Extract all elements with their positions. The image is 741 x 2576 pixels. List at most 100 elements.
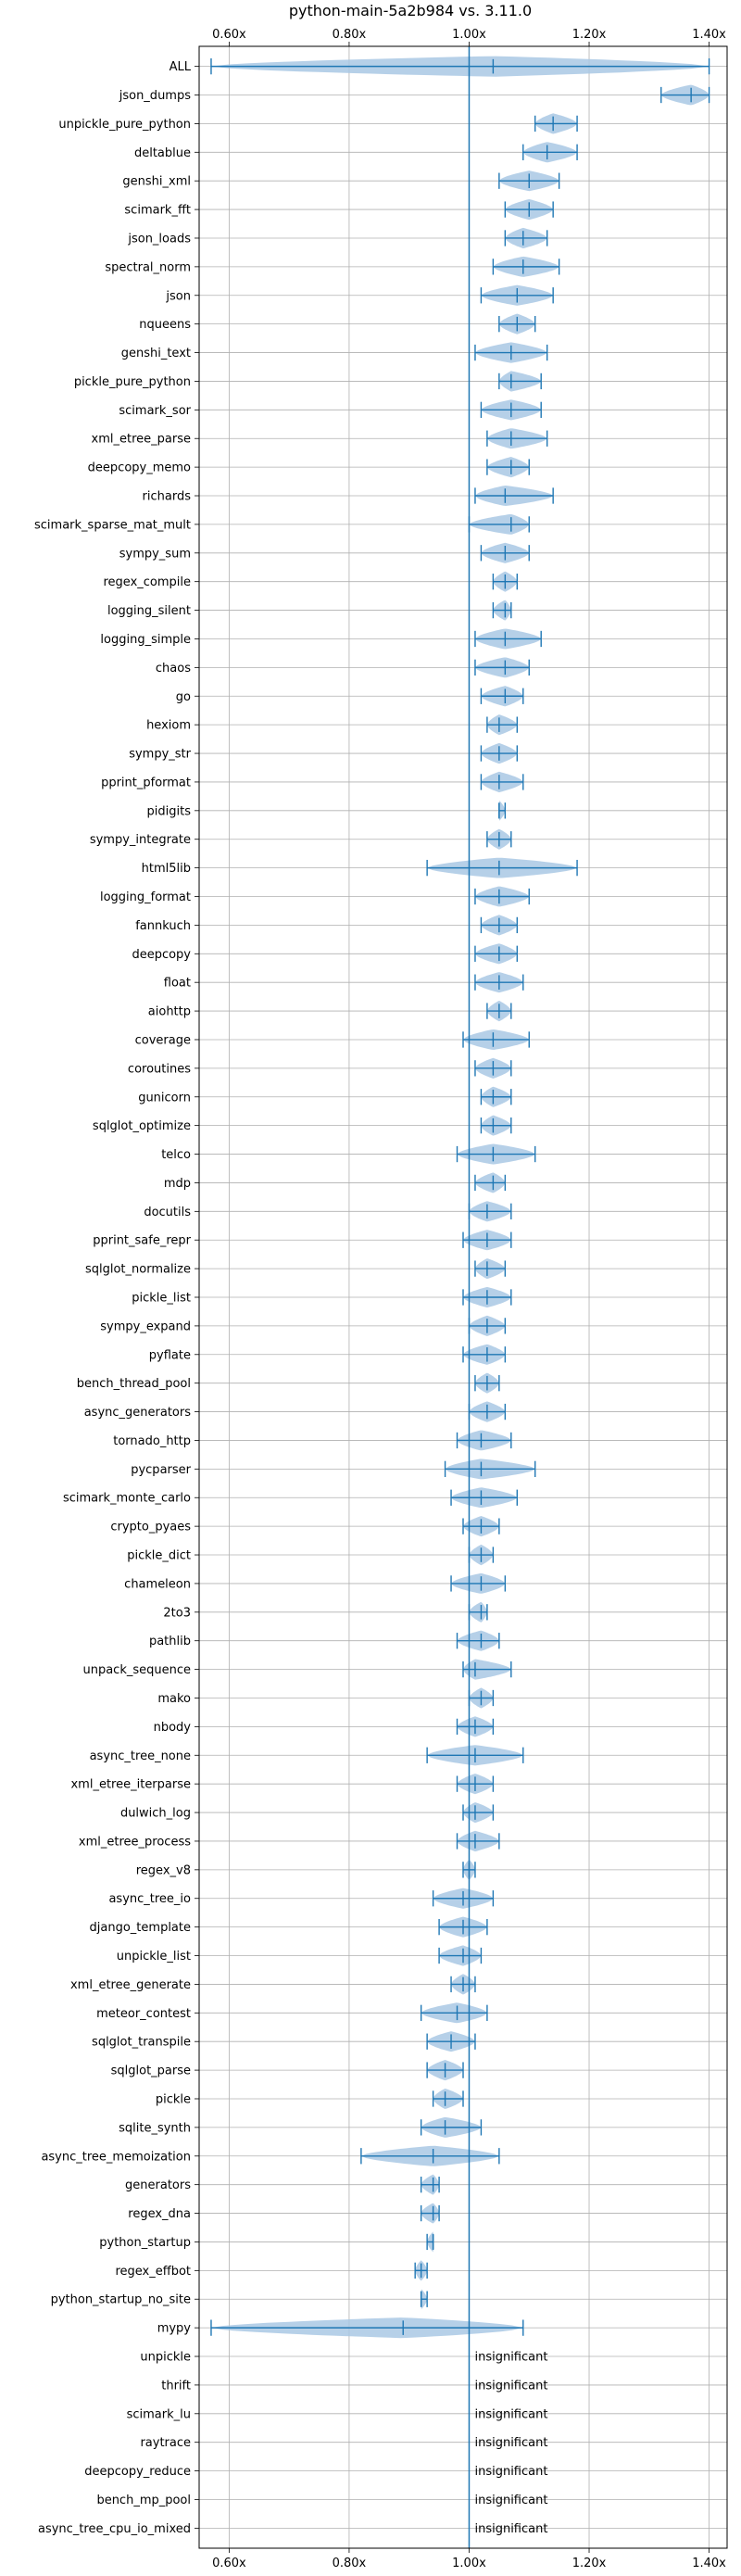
benchmark-label: regex_compile: [103, 575, 191, 589]
benchmark-label: mdp: [164, 1177, 191, 1191]
insignificant-label: insignificant: [474, 2407, 547, 2421]
benchmark-label: richards: [143, 490, 192, 504]
benchmark-label: bench_thread_pool: [77, 1377, 191, 1391]
insignificant-label: insignificant: [474, 2436, 547, 2450]
insignificant-label: insignificant: [474, 2522, 547, 2536]
benchmark-label: mypy: [157, 2322, 192, 2336]
benchmark-label: go: [176, 690, 191, 704]
benchmark-label: sympy_expand: [100, 1320, 191, 1333]
x-tick-label-bottom: 1.20x: [572, 2557, 607, 2570]
benchmark-label: json_loads: [127, 232, 191, 246]
benchmark-label: fannkuch: [135, 919, 191, 933]
benchmark-label: sqlglot_parse: [111, 2065, 191, 2078]
benchmark-label: spectral_norm: [105, 260, 191, 274]
benchmark-label: pickle: [156, 2092, 191, 2106]
benchmark-label: xml_etree_parse: [92, 433, 191, 447]
benchmark-label: async_tree_none: [90, 1749, 191, 1763]
plot-frame: [198, 45, 728, 2549]
insignificant-label: insignificant: [474, 2465, 547, 2479]
benchmark-label: async_tree_memoization: [41, 2150, 191, 2164]
benchmark-label: scimark_fft: [124, 204, 191, 218]
benchmark-label: logging_format: [100, 890, 191, 904]
benchmark-label: coroutines: [128, 1062, 191, 1076]
benchmark-label: pickle_dict: [127, 1549, 191, 1563]
violins: [211, 56, 710, 2339]
benchmark-label: chameleon: [124, 1577, 191, 1591]
benchmark-label: python_startup: [99, 2236, 191, 2250]
benchmark-label: aiohttp: [148, 1005, 191, 1019]
benchmark-label: deltablue: [134, 146, 191, 160]
benchmark-label: 2to3: [163, 1606, 191, 1620]
benchmark-label: tornado_http: [113, 1434, 191, 1448]
benchmark-label: async_tree_cpu_io_mixed: [38, 2522, 191, 2536]
x-tick-label-bottom: 1.00x: [452, 2557, 486, 2570]
benchmark-label: regex_effbot: [115, 2265, 191, 2279]
benchmark-label: unpack_sequence: [82, 1663, 191, 1677]
benchmark-label: pathlib: [149, 1635, 191, 1648]
benchmark-label: thrift: [161, 2379, 191, 2393]
benchmark-label: genshi_text: [121, 347, 191, 360]
benchmark-label: raytrace: [140, 2436, 191, 2450]
benchmark-label: logging_silent: [107, 604, 191, 618]
x-tick-label-top: 0.60x: [212, 28, 246, 42]
benchmark-label: logging_simple: [100, 633, 191, 647]
benchmark-label: async_generators: [84, 1406, 192, 1420]
benchmark-label: pprint_pformat: [101, 776, 191, 789]
benchmark-label: scimark_lu: [127, 2407, 191, 2421]
benchmark-label: unpickle_pure_python: [58, 118, 191, 132]
benchmark-label: deepcopy_memo: [88, 461, 191, 475]
benchmark-label: regex_dna: [128, 2207, 191, 2221]
x-tick-label-bottom: 0.80x: [333, 2557, 367, 2570]
x-tick-label-top: 1.40x: [692, 28, 726, 42]
benchmark-label: coverage: [135, 1033, 191, 1047]
x-tick-label-top: 1.20x: [572, 28, 607, 42]
x-tick-label-bottom: 1.40x: [692, 2557, 726, 2570]
benchmark-label: crypto_pyaes: [110, 1521, 191, 1534]
x-tick-label-top: 0.80x: [333, 28, 367, 42]
benchmark-label: xml_etree_process: [79, 1835, 191, 1849]
benchmark-label: pprint_safe_repr: [93, 1234, 191, 1248]
benchmark-label: nqueens: [139, 318, 191, 332]
benchmark-label: pickle_pure_python: [74, 375, 191, 389]
benchmark-label: deepcopy_reduce: [84, 2465, 191, 2479]
benchmark-label: float: [164, 977, 191, 991]
benchmark-label: pidigits: [147, 804, 192, 818]
axis-ticks: 0.60x 0.60x 0.80x 0.80x 1.00x 1.00x 1.20x 1.20x…: [195, 28, 726, 2570]
benchmark-label: json_dumps: [119, 89, 191, 103]
benchmark-label: sqlglot_transpile: [92, 2036, 191, 2050]
benchmark-label: hexiom: [146, 719, 191, 733]
insignificant-label: insignificant: [474, 2379, 547, 2393]
benchmark-label: scimark_sor: [119, 404, 191, 418]
benchmark-label: xml_etree_iterparse: [70, 1778, 191, 1792]
benchmark-label: sqlglot_normalize: [85, 1263, 191, 1277]
benchmark-label: meteor_contest: [96, 2007, 191, 2021]
benchmark-label: django_template: [90, 1921, 191, 1935]
benchmark-label: scimark_monte_carlo: [63, 1492, 191, 1506]
benchmark-label: json: [165, 289, 191, 303]
benchmark-label: gunicorn: [138, 1091, 191, 1105]
benchmark-label: sqlite_synth: [119, 2121, 191, 2135]
insignificant-label: insignificant: [474, 2351, 547, 2365]
benchmark-label: dulwich_log: [120, 1807, 191, 1821]
benchmark-label: regex_v8: [136, 1863, 191, 1877]
benchmark-label: ALL: [170, 60, 192, 74]
markers: [210, 46, 710, 2548]
benchmark-label: python_startup_no_site: [51, 2293, 191, 2307]
benchmark-label: genshi_xml: [122, 175, 191, 189]
benchmark-labels: ALL json_dumps unpickle_pure_pythondeltabl…: [34, 60, 547, 2536]
benchmark-label: async_tree_io: [108, 1892, 191, 1906]
benchmark-label: unpickle: [140, 2351, 191, 2365]
benchmark-label: bench_mp_pool: [96, 2494, 191, 2507]
x-tick-label-top: 1.00x: [452, 28, 486, 42]
benchmark-label: mako: [157, 1692, 191, 1706]
benchmark-label: sympy_str: [129, 748, 191, 762]
benchmark-label: sympy_sum: [119, 547, 191, 561]
benchmark-label: docutils: [144, 1206, 191, 1219]
chart-title: python-main-5a2b984 vs. 3.11.0: [289, 2, 532, 19]
benchmark-label: deepcopy: [132, 948, 191, 962]
insignificant-label: insignificant: [474, 2494, 547, 2507]
x-tick-label-bottom: 0.60x: [212, 2557, 246, 2570]
benchmark-label: unpickle_list: [117, 1950, 191, 1964]
benchmark-label: chaos: [156, 662, 191, 676]
